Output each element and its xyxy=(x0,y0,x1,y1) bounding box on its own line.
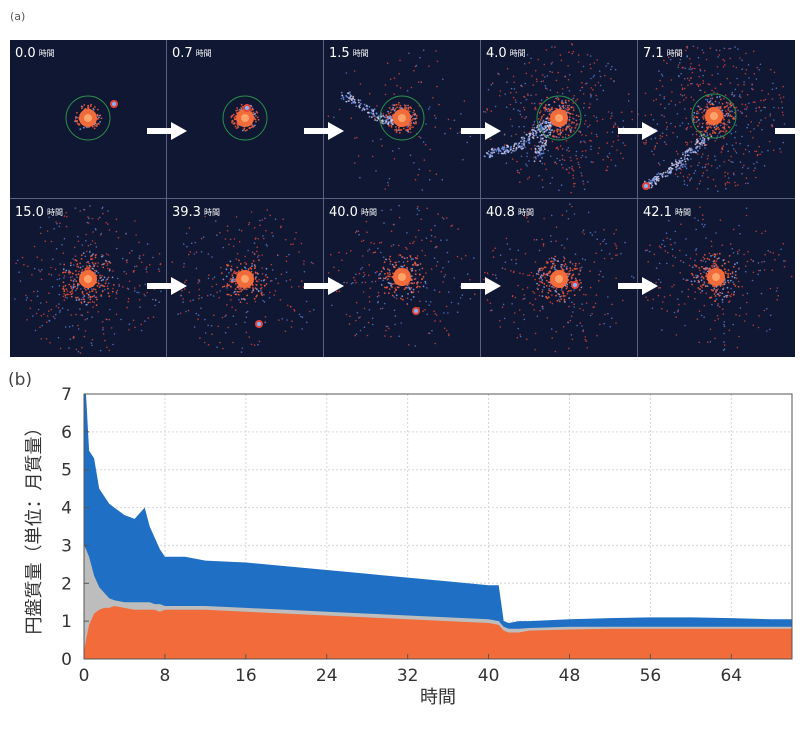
snapshot-image xyxy=(483,43,634,194)
snapshot-time-label: 42.1 時間 xyxy=(643,205,691,220)
snapshot-image xyxy=(327,49,477,191)
sequence-arrow-icon xyxy=(618,276,658,295)
snapshot-time-unit: 時間 xyxy=(666,49,683,58)
snapshot-panel: 15.0 時間 xyxy=(10,198,167,357)
area-inner-series xyxy=(84,606,792,659)
x-tick-label: 0 xyxy=(79,666,90,686)
sequence-arrow-icon xyxy=(461,122,501,140)
x-tick-label: 24 xyxy=(316,666,338,686)
snapshot-panel: 40.0 時間 xyxy=(324,198,481,357)
snapshot-time-unit: 時間 xyxy=(38,49,55,58)
snapshot-image xyxy=(638,45,786,193)
snapshot-time-value: 1.5 xyxy=(329,46,350,61)
snapshot-image xyxy=(222,95,268,141)
sequence-arrow-icon xyxy=(304,122,344,140)
snapshot-image xyxy=(327,204,476,347)
snapshot-panel: 39.3 時間 xyxy=(167,198,324,357)
sequence-arrow-icon xyxy=(147,276,187,295)
snapshot-time-value: 40.0 xyxy=(329,204,358,220)
snapshot-panel: 42.1 時間 xyxy=(638,199,795,358)
sequence-arrow-icon xyxy=(461,276,501,295)
y-tick-label: 1 xyxy=(61,612,72,632)
snapshot-time-value: 40.8 xyxy=(486,204,515,220)
x-axis-title: 時間 xyxy=(420,687,456,708)
snapshot-panel: 0.7 時間 xyxy=(167,40,324,199)
snapshot-panel: 40.8 時間 xyxy=(481,198,638,357)
x-tick-label: 32 xyxy=(397,666,419,686)
y-tick-label: 6 xyxy=(61,423,72,443)
panel-b-label: (b) xyxy=(8,370,33,390)
x-tick-label: 64 xyxy=(720,666,742,686)
snapshot-time-label: 40.8 時間 xyxy=(486,205,534,220)
snapshot-time-unit: 時間 xyxy=(360,207,377,217)
snapshot-time-label: 1.5 時間 xyxy=(329,46,369,61)
snapshot-time-value: 39.3 xyxy=(172,204,201,220)
snapshot-time-unit: 時間 xyxy=(203,207,220,217)
snapshot-time-unit: 時間 xyxy=(509,49,526,58)
snapshot-panel: 1.5 時間 xyxy=(324,40,481,199)
snapshot-panel: 0.0 時間 xyxy=(10,40,167,199)
x-tick-label: 48 xyxy=(559,666,581,686)
x-tick-label: 16 xyxy=(235,666,257,686)
y-tick-label: 5 xyxy=(61,461,72,481)
snapshot-time-label: 40.0 時間 xyxy=(329,205,377,220)
x-tick-label: 56 xyxy=(640,666,662,686)
area-outer-series xyxy=(84,394,792,659)
sequence-arrow-icon xyxy=(775,128,795,134)
snapshot-image xyxy=(644,205,793,351)
snapshot-time-value: 0.7 xyxy=(172,46,193,61)
y-tick-label: 7 xyxy=(61,385,72,405)
snapshot-time-label: 39.3 時間 xyxy=(172,205,220,220)
y-tick-label: 0 xyxy=(61,650,72,670)
snapshot-time-value: 0.0 xyxy=(15,46,36,61)
snapshot-image xyxy=(65,95,118,141)
y-tick-label: 4 xyxy=(61,499,72,519)
snapshot-grid: 0.0 時間 0.7 時間 1.5 時間 4.0 時間 7.1 時間 15.0 時間 39.3 時間 40.… xyxy=(10,40,795,357)
snapshot-image xyxy=(483,202,635,352)
snapshot-time-unit: 時間 xyxy=(352,49,369,58)
sequence-arrow-icon xyxy=(618,122,658,140)
y-axis-title: 円盤質量（単位：月質量） xyxy=(24,419,45,635)
snapshot-panel: 4.0 時間 xyxy=(481,40,638,199)
snapshot-time-value: 42.1 xyxy=(643,204,672,220)
snapshot-time-unit: 時間 xyxy=(517,207,534,217)
snapshot-time-unit: 時間 xyxy=(674,207,691,217)
snapshot-time-label: 4.0 時間 xyxy=(486,46,526,61)
snapshot-time-label: 0.0 時間 xyxy=(15,46,55,61)
snapshot-time-value: 7.1 xyxy=(643,46,664,61)
x-tick-label: 40 xyxy=(478,666,500,686)
x-tick-label: 8 xyxy=(160,666,171,686)
snapshot-image xyxy=(170,208,315,353)
snapshot-time-label: 0.7 時間 xyxy=(172,46,212,61)
y-tick-label: 2 xyxy=(61,574,72,594)
sequence-arrow-icon xyxy=(304,276,344,295)
snapshot-time-label: 15.0 時間 xyxy=(15,205,63,220)
snapshot-time-label: 7.1 時間 xyxy=(643,46,683,61)
snapshot-image xyxy=(14,204,162,354)
y-tick-label: 3 xyxy=(61,536,72,556)
snapshot-time-unit: 時間 xyxy=(195,49,212,58)
snapshot-time-value: 4.0 xyxy=(486,46,507,61)
snapshot-panel: 7.1 時間 xyxy=(638,40,795,199)
snapshot-time-value: 15.0 xyxy=(15,204,44,220)
panel-a-label: (a) xyxy=(10,10,26,23)
sequence-arrow-icon xyxy=(147,122,187,140)
snapshot-time-unit: 時間 xyxy=(46,207,63,217)
